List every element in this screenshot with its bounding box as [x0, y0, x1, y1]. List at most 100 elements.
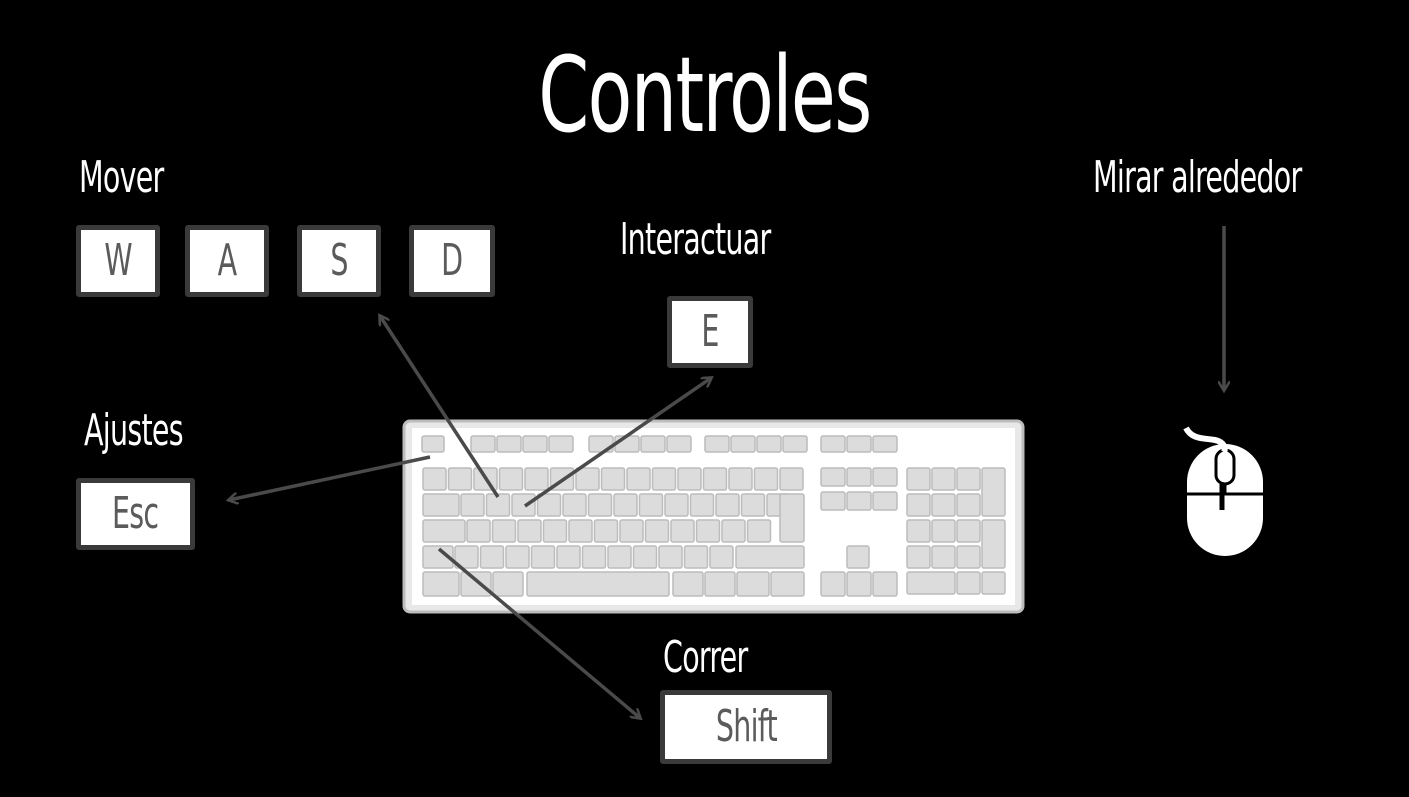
- key-esc[interactable]: Esc: [76, 478, 195, 550]
- key-a[interactable]: A: [185, 225, 269, 297]
- keyboard-key: [730, 435, 756, 453]
- keyboard-key: [846, 571, 872, 597]
- keyboard-key: [460, 571, 492, 597]
- keyboard-key: [498, 467, 524, 491]
- keyboard-key: [753, 467, 779, 491]
- keyboard-key: [931, 467, 956, 491]
- arrow-to-e: [524, 378, 711, 508]
- move-label: Mover: [79, 152, 164, 203]
- keyboard-key: [568, 519, 593, 543]
- key-d[interactable]: D: [409, 225, 495, 297]
- settings-label: Ajustes: [84, 405, 184, 456]
- keyboard-key: [664, 493, 689, 517]
- keyboard-key: [782, 435, 808, 453]
- keyboard-key: [740, 493, 766, 517]
- keyboard-key: [846, 467, 872, 487]
- keyboard-key: [872, 467, 898, 487]
- key-shift[interactable]: Shift: [660, 690, 832, 764]
- keyboard-key: [491, 519, 517, 543]
- keyboard-key: [575, 467, 600, 491]
- keyboard-key: [536, 493, 562, 517]
- key-e[interactable]: E: [667, 296, 753, 368]
- keyboard-key: [672, 571, 704, 597]
- keyboard-key: [704, 435, 730, 453]
- keyboard-key: [704, 571, 736, 597]
- keyboard-key: [422, 493, 460, 517]
- keyboard-key: [906, 545, 931, 569]
- keyboard-key: [677, 467, 702, 491]
- arrow-to-wasd: [380, 316, 500, 498]
- look-label: Mirar alrededor: [1093, 152, 1302, 203]
- keyboard-key: [496, 435, 522, 453]
- arrow-to-esc: [229, 455, 431, 500]
- keyboard-key: [644, 519, 670, 543]
- arrow-to-shift: [437, 547, 640, 718]
- keyboard-key: [709, 545, 734, 569]
- run-label: Correr: [663, 632, 748, 683]
- keyboard-key: [736, 571, 770, 597]
- keyboard-key: [542, 519, 568, 543]
- keyboard-key: [466, 519, 491, 543]
- keyboard-key: [422, 519, 466, 543]
- keyboard-key: [846, 545, 870, 569]
- keyboard-key: [526, 571, 670, 597]
- key-e-label: E: [701, 306, 719, 357]
- keyboard-key: [689, 493, 715, 517]
- keyboard-key: [517, 519, 542, 543]
- keyboard-key: [728, 467, 753, 491]
- keyboard-key: [906, 467, 931, 491]
- keyboard-key: [454, 545, 479, 569]
- page-title: Controles: [538, 34, 872, 156]
- keyboard-key: [479, 545, 505, 569]
- keyboard-key: [581, 545, 607, 569]
- key-s[interactable]: S: [297, 225, 381, 297]
- keyboard-key: [492, 571, 524, 597]
- keyboard-key: [906, 571, 956, 595]
- key-d-label: D: [441, 235, 463, 286]
- keyboard-key: [695, 519, 721, 543]
- keyboard-key: [820, 571, 846, 597]
- keyboard-key: [746, 519, 772, 543]
- keyboard-key: [906, 493, 931, 517]
- keyboard-key: [981, 519, 1006, 569]
- keyboard-key: [505, 545, 530, 569]
- key-esc-label: Esc: [112, 488, 159, 539]
- keyboard-key: [651, 467, 677, 491]
- keyboard-key: [906, 519, 931, 543]
- key-a-label: A: [217, 235, 237, 286]
- keyboard-key: [931, 545, 956, 569]
- keyboard-key: [956, 571, 981, 595]
- keyboard-key: [470, 435, 496, 453]
- keyboard-key: [981, 467, 1006, 517]
- keyboard-key: [530, 545, 556, 569]
- keyboard-key: [613, 493, 638, 517]
- key-w[interactable]: W: [76, 225, 160, 297]
- keyboard-key: [931, 493, 956, 517]
- keyboard-key: [666, 435, 692, 453]
- keyboard-key: [931, 519, 956, 543]
- keyboard-key: [779, 467, 804, 491]
- key-shift-label: Shift: [715, 701, 777, 752]
- keyboard-key: [756, 435, 782, 453]
- keyboard-key: [511, 493, 536, 517]
- keyboard-key: [683, 545, 709, 569]
- keyboard-key: [956, 493, 981, 517]
- keyboard-key: [632, 545, 658, 569]
- keyboard-key: [820, 435, 846, 453]
- keyboard-key: [422, 571, 460, 597]
- keyboard-key: [600, 467, 626, 491]
- keyboard-key: [779, 493, 805, 543]
- keyboard-key: [593, 519, 619, 543]
- keyboard-key: [872, 571, 898, 597]
- keyboard-key: [638, 493, 664, 517]
- keyboard-key: [524, 467, 549, 491]
- keyboard-key: [421, 435, 445, 453]
- keyboard-key: [607, 545, 632, 569]
- keyboard-key: [872, 435, 898, 453]
- keyboard-key: [956, 519, 981, 543]
- keyboard-key: [820, 491, 846, 511]
- keyboard-key: [702, 467, 728, 491]
